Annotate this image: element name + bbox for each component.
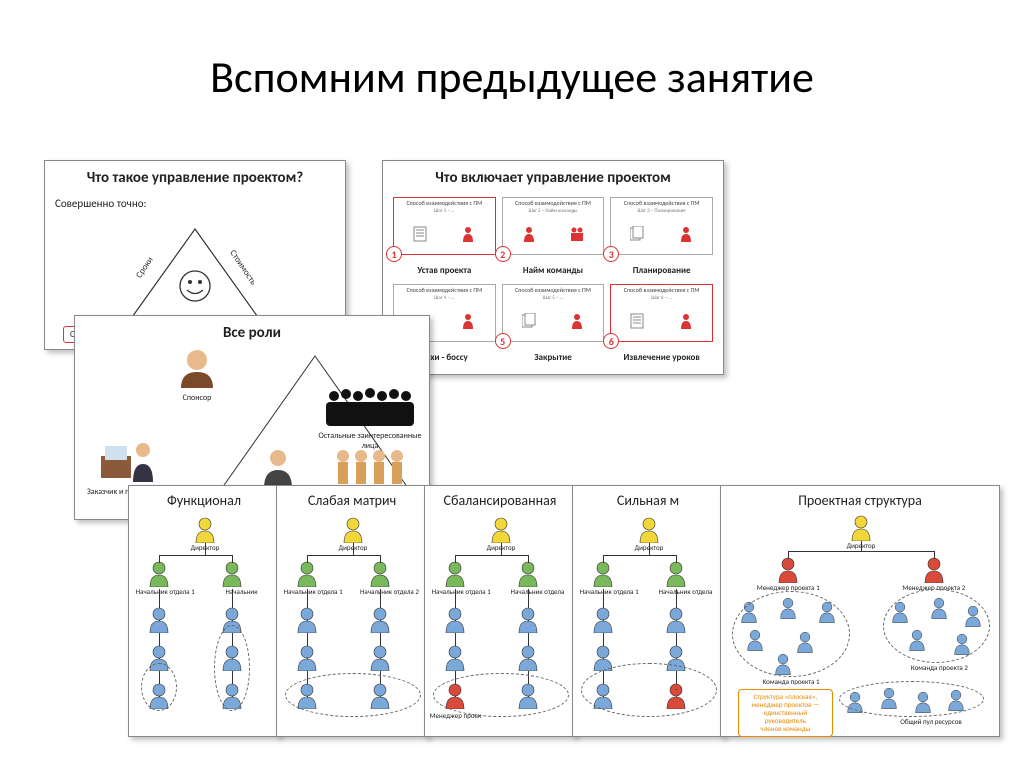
pm-icon	[260, 448, 296, 488]
pm-tile: Способ взаимодействия с ПМШаг 1 – ... 1	[393, 197, 496, 255]
customer-icon	[99, 438, 159, 482]
org-title: Сильная м	[573, 486, 723, 513]
pm-tile: Способ взаимодействия с ПМШаг 2 – Найм к…	[502, 197, 605, 255]
card2-title: Что включает управление проектом	[383, 161, 723, 193]
orange-note: Структура «плоская»,менеджер проектов —е…	[738, 689, 833, 737]
pm-tile: Способ взаимодействия с ПМШаг 3 – Планир…	[610, 197, 713, 255]
tile-caption: Планирование	[610, 263, 713, 276]
sponsor-icon	[175, 348, 219, 388]
tile-caption: Найм команды	[502, 263, 605, 276]
org-diagram: Директор Начальник отдела 1 Начальник от…	[425, 513, 575, 723]
smiley-icon	[178, 269, 212, 303]
tile-caption: Закрытие	[502, 350, 605, 363]
slide-title: Вспомним предыдущее занятие	[0, 0, 1024, 124]
team-icon	[333, 446, 407, 486]
card3-title: Все роли	[75, 316, 429, 348]
card-pm-includes: Что включает управление проектом Способ …	[382, 160, 724, 375]
org-diagram: Директор Начальник отдела 1 Начальник	[129, 513, 279, 723]
tile-caption: Извлечение уроков	[610, 350, 713, 363]
org-title: Сбалансированная	[425, 486, 575, 513]
org-structure-card: Сбалансированная Директор Начальник отде…	[424, 485, 576, 737]
org-structure-card: Проектная структура Директор Менеджер пр…	[720, 485, 1000, 737]
tiles-grid-2: Способ взаимодействия с ПМШаг 4 – ... 4С…	[383, 276, 723, 350]
org-title: Слабая матрич	[277, 486, 427, 513]
card1-sub: Совершенно точно:	[45, 193, 345, 214]
crowd-icon	[324, 386, 416, 426]
card1-title: Что такое управление проектом?	[45, 161, 345, 193]
org-diagram: Директор Начальник отдела 1 Начальник от…	[277, 513, 427, 723]
tiles-grid: Способ взаимодействия с ПМШаг 1 – ... 1С…	[383, 193, 723, 263]
org-structure-card: Сильная м Директор Начальник отдела 1 На…	[572, 485, 724, 737]
org-title: Проектная структура	[721, 486, 999, 513]
tile-number-badge: 1	[386, 246, 402, 262]
tile-number-badge: 6	[603, 333, 619, 349]
org-diagram: Директор Начальник отдела 1 Начальник от…	[573, 513, 723, 723]
sponsor-label: Спонсор	[175, 393, 219, 403]
org-structure-card: Слабая матрич Директор Начальник отдела …	[276, 485, 428, 737]
tiles-captions-bot: Вехи - боссуЗакрытиеИзвлечение уроков	[383, 350, 723, 363]
tile-number-badge: 5	[495, 333, 511, 349]
tile-caption: Устав проекта	[393, 263, 496, 276]
tile-number-badge: 2	[495, 246, 511, 262]
org-title: Функционал	[129, 486, 279, 513]
org-diagram: Директор Менеджер проекта 1 Менеджер про…	[721, 513, 999, 723]
org-structure-card: Функционал Директор Начальник отдела 1 Н…	[128, 485, 280, 737]
pm-tile: Способ взаимодействия с ПМШаг 6 – ... 6	[610, 284, 713, 342]
roles-diagram: Спонсор Заказчик и пользователи Остальны…	[75, 348, 429, 508]
pm-tile: Способ взаимодействия с ПМШаг 5 – ... 5	[502, 284, 605, 342]
tiles-captions-top: Устав проекта Найм команды Планирование	[383, 263, 723, 276]
tile-number-badge: 3	[603, 246, 619, 262]
